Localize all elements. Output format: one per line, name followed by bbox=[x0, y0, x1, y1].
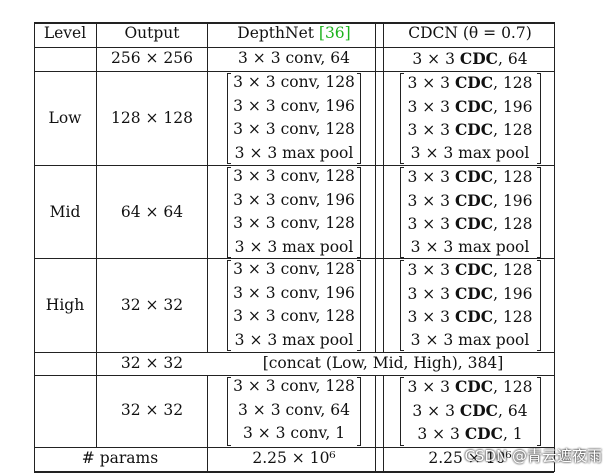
level-low-cdcn-layer: 3 × 3 max pool bbox=[410, 143, 530, 162]
cdc-keyword: CDC bbox=[454, 260, 494, 279]
level-mid-depthnet-layer: 3 × 3 conv, 196 bbox=[233, 190, 355, 209]
level-high-cdcn-layer: 3 × 3 CDC, 196 bbox=[407, 283, 533, 303]
level-high-name: High bbox=[45, 295, 85, 314]
level-mid-cdcn-layer: 3 × 3 CDC, 128 bbox=[407, 214, 533, 233]
level-high-depthnet-layer: 3 × 3 conv, 128 bbox=[233, 260, 355, 278]
level-high-cdcn-bracket-right bbox=[537, 260, 541, 351]
level-low-depthnet-bracket-right bbox=[357, 73, 361, 164]
rule-bottom bbox=[34, 471, 554, 473]
level-low-depthnet-layer: 3 × 3 conv, 128 bbox=[233, 120, 355, 138]
level-low-cdcn-bracket-right bbox=[537, 73, 541, 164]
rule-col4a bbox=[383, 22, 384, 352]
first-row-cdcn: 3 × 3 CDC, 64 bbox=[412, 49, 528, 68]
level-mid-cdcn-layer: 3 × 3 max pool bbox=[410, 237, 530, 256]
final-block-depthnet-layer: 3 × 3 conv, 128 bbox=[233, 377, 355, 395]
level-low-output: 128 × 128 bbox=[110, 108, 194, 127]
rule-left bbox=[34, 22, 35, 472]
final-cdcn-bracket-left bbox=[400, 377, 404, 446]
level-high-cdcn-layer: 3 × 3 CDC, 128 bbox=[407, 307, 533, 326]
header-level: Level bbox=[43, 24, 87, 42]
final-block-depthnet-layer: 3 × 3 conv, 1 bbox=[242, 424, 346, 442]
level-high-cdcn-layer: 3 × 3 max pool bbox=[410, 330, 530, 349]
rule-header bbox=[34, 47, 554, 48]
level-high-output: 32 × 32 bbox=[120, 295, 184, 314]
level-mid-depthnet-layer: 3 × 3 conv, 128 bbox=[233, 167, 355, 185]
header-cdcn: CDCN (θ = 0.7) bbox=[408, 24, 532, 42]
rule-col2a bbox=[207, 22, 208, 352]
level-low-depthnet-bracket-left bbox=[227, 73, 231, 164]
rule-right bbox=[554, 22, 555, 472]
level-mid-cdcn-layer: 3 × 3 CDC, 196 bbox=[407, 190, 533, 210]
level-mid-cdcn-layer: 3 × 3 CDC, 128 bbox=[407, 167, 533, 186]
final-cdcn-bracket-right bbox=[537, 377, 541, 446]
level-low-cdcn-layer: 3 × 3 CDC, 128 bbox=[407, 73, 533, 92]
final-block-depthnet-layer: 3 × 3 conv, 64 bbox=[238, 400, 350, 419]
rule-high bbox=[34, 352, 554, 353]
header-depthnet: DepthNet [36] bbox=[237, 24, 351, 42]
rule-mid bbox=[34, 258, 554, 259]
concat-row-text: [concat (Low, Mid, High), 384] bbox=[262, 354, 504, 372]
params-cdcn: 2.25 × 10⁶ bbox=[428, 449, 512, 467]
rule-low bbox=[34, 165, 554, 166]
cdc-keyword: CDC bbox=[454, 307, 494, 326]
level-high-depthnet-bracket-left bbox=[227, 260, 231, 351]
cdc-keyword: CDC bbox=[454, 283, 494, 303]
header-output: Output bbox=[124, 24, 180, 42]
level-high-cdcn-layer: 3 × 3 CDC, 128 bbox=[407, 260, 533, 279]
params-depthnet: 2.25 × 10⁶ bbox=[252, 449, 336, 467]
concat-row-output: 32 × 32 bbox=[120, 354, 184, 372]
rule-col4b bbox=[383, 375, 384, 472]
level-low-depthnet-layer: 3 × 3 conv, 196 bbox=[233, 96, 355, 115]
level-mid-cdcn-bracket-left bbox=[400, 167, 404, 258]
level-mid-depthnet-layer: 3 × 3 max pool bbox=[234, 237, 354, 256]
cdc-keyword: CDC bbox=[459, 49, 499, 68]
cdc-keyword: CDC bbox=[454, 120, 494, 139]
final-block-cdcn-layer: 3 × 3 CDC, 1 bbox=[417, 424, 523, 443]
rule-col1 bbox=[96, 22, 97, 447]
watermark: CSDN @青云遮夜雨 bbox=[464, 447, 602, 465]
level-low-cdcn-layer: 3 × 3 CDC, 128 bbox=[407, 120, 533, 139]
cdc-keyword: CDC bbox=[454, 377, 494, 396]
level-mid-depthnet-bracket-left bbox=[227, 167, 231, 258]
level-high-cdcn-bracket-left bbox=[400, 260, 404, 351]
cdc-keyword: CDC bbox=[454, 96, 494, 116]
first-row-output: 256 × 256 bbox=[110, 49, 194, 67]
final-block-cdcn-layer: 3 × 3 CDC, 64 bbox=[412, 400, 528, 420]
level-low-cdcn-layer: 3 × 3 CDC, 196 bbox=[407, 96, 533, 116]
rule-col3b bbox=[375, 375, 376, 472]
level-low-depthnet-layer: 3 × 3 max pool bbox=[234, 143, 354, 162]
level-low-cdcn-bracket-left bbox=[400, 73, 404, 164]
level-mid-output: 64 × 64 bbox=[120, 202, 184, 221]
level-low-name: Low bbox=[48, 108, 82, 127]
params-label: # params bbox=[81, 449, 159, 467]
rule-final bbox=[34, 447, 554, 448]
rule-concat bbox=[34, 375, 554, 376]
level-low-depthnet-layer: 3 × 3 conv, 128 bbox=[233, 73, 355, 91]
level-mid-depthnet-bracket-right bbox=[357, 167, 361, 258]
cdc-keyword: CDC bbox=[454, 167, 494, 186]
rule-col3a bbox=[375, 22, 376, 352]
header-depthnet-reference: [36] bbox=[318, 24, 351, 42]
level-mid-cdcn-bracket-right bbox=[537, 167, 541, 258]
cdc-keyword: CDC bbox=[464, 424, 503, 443]
final-block-cdcn-layer: 3 × 3 CDC, 128 bbox=[407, 377, 533, 396]
final-block-output: 32 × 32 bbox=[120, 401, 184, 419]
final-depthnet-bracket-left bbox=[227, 377, 231, 446]
final-depthnet-bracket-right bbox=[357, 377, 361, 446]
level-high-depthnet-layer: 3 × 3 conv, 128 bbox=[233, 307, 355, 325]
cdc-keyword: CDC bbox=[454, 214, 494, 233]
first-row-depthnet: 3 × 3 conv, 64 bbox=[238, 49, 350, 67]
level-high-depthnet-layer: 3 × 3 conv, 196 bbox=[233, 283, 355, 302]
cdc-keyword: CDC bbox=[454, 73, 494, 92]
cdc-keyword: CDC bbox=[459, 400, 499, 420]
rule-first-row bbox=[34, 71, 554, 72]
rule-col2b bbox=[207, 375, 208, 472]
level-mid-name: Mid bbox=[49, 202, 81, 221]
rule-top bbox=[34, 22, 554, 24]
level-high-depthnet-bracket-right bbox=[357, 260, 361, 351]
level-high-depthnet-layer: 3 × 3 max pool bbox=[234, 330, 354, 349]
level-mid-depthnet-layer: 3 × 3 conv, 128 bbox=[233, 214, 355, 232]
cdc-keyword: CDC bbox=[454, 190, 494, 210]
